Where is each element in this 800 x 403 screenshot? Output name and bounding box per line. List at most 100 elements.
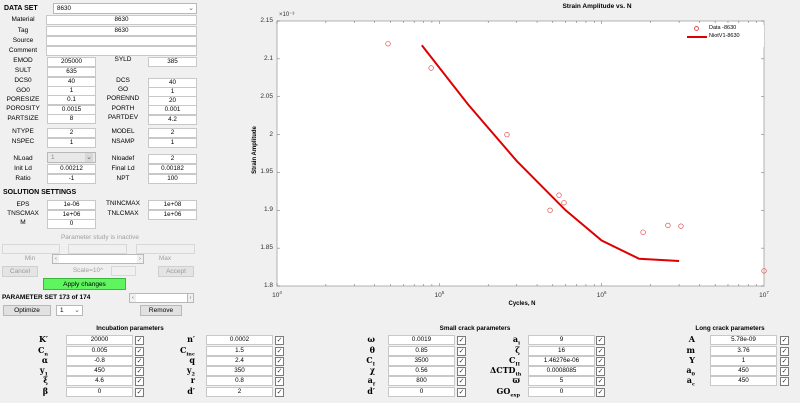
ratio-field[interactable]: -1 bbox=[47, 174, 96, 184]
param-value-field[interactable]: 0.8 bbox=[206, 376, 273, 386]
study-value-field[interactable] bbox=[68, 244, 127, 254]
param-value-field[interactable]: 2 bbox=[206, 387, 273, 397]
syld-field[interactable]: 385 bbox=[148, 57, 197, 67]
optimize-button[interactable]: Optimize bbox=[3, 305, 51, 316]
param-enable-checkbox[interactable]: ✓ bbox=[596, 356, 605, 366]
param-value-field[interactable]: 1.5 bbox=[206, 346, 273, 356]
param-enable-checkbox[interactable]: ✓ bbox=[135, 356, 144, 366]
arrow-right-icon[interactable]: › bbox=[187, 294, 193, 302]
param-value-field[interactable]: 800 bbox=[388, 376, 455, 386]
param-value-field[interactable]: 0.0008085 bbox=[528, 366, 595, 376]
param-enable-checkbox[interactable]: ✓ bbox=[135, 366, 144, 376]
arrow-left-icon[interactable]: ‹ bbox=[53, 255, 59, 263]
param-value-field[interactable]: 450 bbox=[710, 376, 777, 386]
emod-field[interactable]: 205000 bbox=[47, 57, 96, 67]
param-value-field[interactable]: 1 bbox=[710, 356, 777, 366]
param-enable-checkbox[interactable]: ✓ bbox=[780, 356, 789, 366]
param-enable-checkbox[interactable]: ✓ bbox=[275, 387, 284, 397]
scale-field[interactable] bbox=[111, 266, 136, 276]
param-value-field[interactable]: -0.8 bbox=[66, 356, 133, 366]
param-value-field[interactable]: 16 bbox=[528, 346, 595, 356]
parameter-set-slider[interactable]: ‹ › bbox=[129, 293, 194, 303]
param-value-field[interactable]: 0.85 bbox=[388, 346, 455, 356]
param-enable-checkbox[interactable]: ✓ bbox=[457, 387, 466, 397]
sult-field[interactable]: 635 bbox=[47, 67, 96, 77]
param-enable-checkbox[interactable]: ✓ bbox=[135, 387, 144, 397]
arrow-left-icon[interactable]: ‹ bbox=[130, 294, 136, 302]
param-value-field[interactable]: 450 bbox=[66, 366, 133, 376]
cancel-button[interactable]: Cancel bbox=[2, 266, 38, 277]
eps-field[interactable]: 1e-06 bbox=[47, 200, 96, 210]
param-value-field[interactable]: 5.78e-09 bbox=[710, 335, 777, 345]
param-value-field[interactable]: 1.46276e-06 bbox=[528, 356, 595, 366]
param-enable-checkbox[interactable]: ✓ bbox=[135, 376, 144, 386]
param-enable-checkbox[interactable]: ✓ bbox=[457, 346, 466, 356]
param-value-field[interactable]: 3.76 bbox=[710, 346, 777, 356]
param-value-field[interactable]: 0 bbox=[66, 387, 133, 397]
param-value-field[interactable]: 0.0002 bbox=[206, 335, 273, 345]
dataset-dropdown[interactable]: 8630 ⌄ bbox=[53, 3, 197, 14]
param-value-field[interactable]: 20000 bbox=[66, 335, 133, 345]
m-field[interactable]: 0 bbox=[47, 219, 96, 229]
comment-field[interactable] bbox=[46, 46, 197, 56]
optimize-dropdown[interactable]: 1 ⌄ bbox=[56, 305, 83, 316]
accept-button[interactable]: Accept bbox=[158, 266, 194, 277]
param-enable-checkbox[interactable]: ✓ bbox=[780, 346, 789, 356]
model-field[interactable]: 2 bbox=[148, 128, 197, 138]
param-enable-checkbox[interactable]: ✓ bbox=[780, 366, 789, 376]
partdev-field[interactable]: 4.2 bbox=[148, 115, 197, 125]
param-enable-checkbox[interactable]: ✓ bbox=[275, 356, 284, 366]
partsize-field[interactable]: 8 bbox=[47, 114, 96, 124]
initld-field[interactable]: 0.00212 bbox=[47, 164, 96, 174]
param-enable-checkbox[interactable]: ✓ bbox=[275, 335, 284, 345]
param-value-field[interactable]: 4.6 bbox=[66, 376, 133, 386]
apply-changes-button[interactable]: Apply changes bbox=[43, 278, 126, 290]
finalld-field[interactable]: 0.00182 bbox=[148, 164, 197, 174]
param-enable-checkbox[interactable]: ✓ bbox=[596, 335, 605, 345]
porth-field[interactable]: 0.001 bbox=[148, 105, 197, 115]
param-enable-checkbox[interactable]: ✓ bbox=[275, 366, 284, 376]
source-field[interactable] bbox=[46, 36, 197, 46]
param-enable-checkbox[interactable]: ✓ bbox=[780, 376, 789, 386]
param-enable-checkbox[interactable]: ✓ bbox=[135, 346, 144, 356]
tnlcmax-field[interactable]: 1e+06 bbox=[148, 210, 197, 220]
param-enable-checkbox[interactable]: ✓ bbox=[275, 376, 284, 386]
param-enable-checkbox[interactable]: ✓ bbox=[596, 376, 605, 386]
ntype-field[interactable]: 2 bbox=[47, 128, 96, 138]
param-value-field[interactable]: 5 bbox=[528, 376, 595, 386]
param-value-field[interactable]: 0.0019 bbox=[388, 335, 455, 345]
poresize-field[interactable]: 0.1 bbox=[47, 95, 96, 105]
material-field[interactable]: 8630 bbox=[46, 15, 197, 25]
param-value-field[interactable]: 9 bbox=[528, 335, 595, 345]
param-value-field[interactable]: 2.4 bbox=[206, 356, 273, 366]
param-value-field[interactable]: 0.005 bbox=[66, 346, 133, 356]
param-value-field[interactable]: 3500 bbox=[388, 356, 455, 366]
param-enable-checkbox[interactable]: ✓ bbox=[457, 376, 466, 386]
param-value-field[interactable]: 0 bbox=[528, 387, 595, 397]
param-enable-checkbox[interactable]: ✓ bbox=[596, 366, 605, 376]
param-enable-checkbox[interactable]: ✓ bbox=[135, 335, 144, 345]
nspec-field[interactable]: 1 bbox=[47, 138, 96, 148]
param-enable-checkbox[interactable]: ✓ bbox=[457, 366, 466, 376]
tag-field[interactable]: 8630 bbox=[46, 26, 197, 36]
study-max-field[interactable] bbox=[136, 244, 195, 254]
study-min-field[interactable] bbox=[2, 244, 60, 254]
tnincmax-field[interactable]: 1e+08 bbox=[148, 200, 197, 210]
param-enable-checkbox[interactable]: ✓ bbox=[457, 335, 466, 345]
param-value-field[interactable]: 0 bbox=[388, 387, 455, 397]
param-enable-checkbox[interactable]: ✓ bbox=[596, 346, 605, 356]
param-enable-checkbox[interactable]: ✓ bbox=[457, 356, 466, 366]
nload-dropdown[interactable]: 1 ⌄ bbox=[47, 152, 96, 163]
param-value-field[interactable]: 350 bbox=[206, 366, 273, 376]
study-slider[interactable]: ‹ › bbox=[52, 254, 144, 264]
nsamp-field[interactable]: 1 bbox=[148, 138, 197, 148]
param-enable-checkbox[interactable]: ✓ bbox=[596, 387, 605, 397]
param-enable-checkbox[interactable]: ✓ bbox=[275, 346, 284, 356]
arrow-right-icon[interactable]: › bbox=[137, 255, 143, 263]
nloadef-field[interactable]: 2 bbox=[148, 154, 197, 164]
param-value-field[interactable]: 0.56 bbox=[388, 366, 455, 376]
npt-field[interactable]: 100 bbox=[148, 174, 197, 184]
param-value-field[interactable]: 450 bbox=[710, 366, 777, 376]
remove-button[interactable]: Remove bbox=[140, 305, 182, 316]
param-enable-checkbox[interactable]: ✓ bbox=[780, 335, 789, 345]
